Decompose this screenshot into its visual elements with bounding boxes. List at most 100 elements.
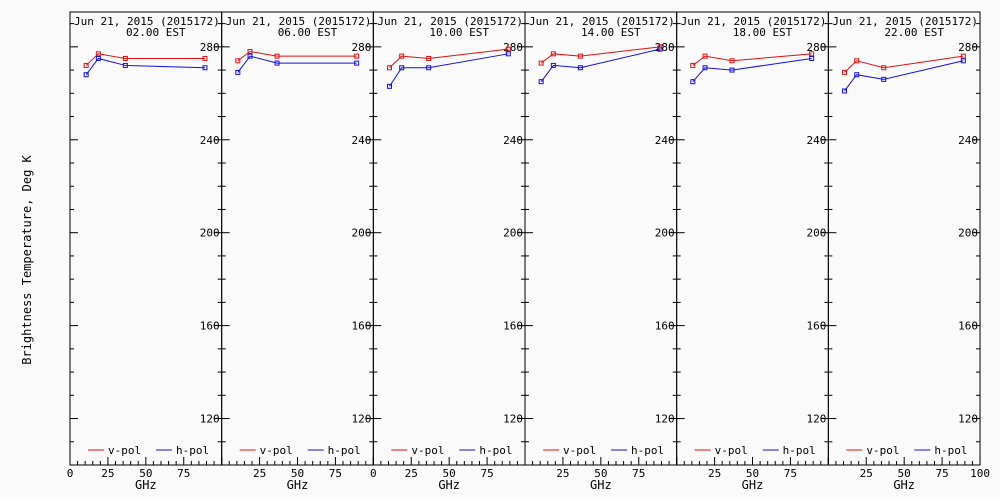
data-point [235,58,241,64]
x-tick-label: 25 [556,467,569,480]
series-line-h-pol [389,53,509,87]
panel-time-label: 18.00 EST [733,26,793,39]
data-point [122,62,128,68]
x-tick-label: 0 [67,467,74,480]
y-tick-label: 240 [200,134,220,147]
x-tick-label: 75 [329,467,342,480]
data-point [729,67,735,73]
x-tick-label: 50 [746,467,759,480]
legend-label: v-pol [866,444,899,457]
series-line-h-pol [85,57,206,76]
data-point [809,51,815,57]
data-point [274,60,280,66]
series-line-v-pol [237,50,357,62]
x-axis-label: GHz [287,478,309,492]
data-point [386,83,392,89]
data-point [247,48,253,54]
data-point [550,62,556,68]
y-tick-label: 280 [200,41,220,54]
data-point [960,58,966,64]
x-tick-label: 50 [898,467,911,480]
data-point [538,79,544,85]
panel-title: Jun 21, 2015 (2015172) [832,15,978,28]
x-axis-label: GHz [438,478,460,492]
x-tick-label: 50 [139,467,152,480]
x-tick-label: 75 [480,467,493,480]
panel-time-label: 22.00 EST [884,26,944,39]
series-line-v-pol [540,46,661,64]
data-point [657,46,663,52]
series-line-h-pol [844,60,964,92]
x-tick-label: 75 [177,467,190,480]
y-tick-label: 120 [200,413,220,426]
legend-label: h-pol [328,444,361,457]
series-line-v-pol [85,53,205,66]
panel-title: Jun 21, 2015 (2015172) [529,15,675,28]
series-line-v-pol [389,48,509,69]
panel-title: Jun 21, 2015 (2015172) [377,15,523,28]
data-point [842,69,848,75]
y-tick-label: 120 [655,413,675,426]
x-axis-label: GHz [893,478,915,492]
series-line-h-pol [540,48,661,82]
data-point [702,53,708,59]
y-tick-label: 200 [503,227,523,240]
data-point [577,53,583,59]
y-tick-label: 280 [503,41,523,54]
y-tick-label: 280 [806,41,826,54]
panel-2: Jun 21, 2015 (2015172)06.00 EST 120 160 200… [221,11,374,492]
panel-time-label: 14.00 EST [581,26,641,39]
legend-label: h-pol [479,444,512,457]
legend-label: h-pol [176,444,209,457]
x-axis-label: GHz [742,478,764,492]
data-point [550,51,556,57]
panel-time-label: 02.00 EST [126,26,186,39]
data-point [95,55,101,61]
legend-label: h-pol [631,444,664,457]
data-point [577,65,583,71]
y-tick-label: 160 [655,320,675,333]
data-point [854,72,860,78]
panel-title: Jun 21, 2015 (2015172) [226,15,372,28]
panel-title: Jun 21, 2015 (2015172) [681,15,827,28]
data-point [881,76,887,82]
data-point [729,58,735,64]
data-point [505,51,511,57]
legend-label: v-pol [108,444,141,457]
legend-label: h-pol [783,444,816,457]
legend-label: v-pol [563,444,596,457]
data-point [702,65,708,71]
data-point [274,53,280,59]
x-tick-label: 25 [101,467,114,480]
data-point [202,55,208,61]
y-tick-label: 120 [503,413,523,426]
panel-5: Jun 21, 2015 (2015172)18.00 EST 120 160 200… [676,11,829,492]
panel-time-label: 10.00 EST [429,26,489,39]
data-point [235,69,241,75]
x-axis-label: GHz [135,478,157,492]
data-point [881,65,887,71]
y-tick-label: 160 [351,320,371,333]
y-tick-label: 200 [958,227,978,240]
data-point [690,62,696,68]
x-tick-label: 25 [708,467,721,480]
y-tick-label: 120 [958,413,978,426]
legend-label: v-pol [411,444,444,457]
data-point [426,55,432,61]
y-axis-label: Brightness Temperature, Deg K [20,154,34,364]
data-point [354,60,360,66]
legend-label: v-pol [715,444,748,457]
data-point [426,65,432,71]
x-tick-label: 75 [935,467,948,480]
series-line-h-pol [237,55,357,73]
y-tick-label: 120 [806,413,826,426]
y-tick-label: 240 [958,134,978,147]
data-point [386,65,392,71]
x-tick-label: 75 [632,467,645,480]
y-tick-label: 160 [958,320,978,333]
y-tick-label: 160 [200,320,220,333]
series-line-h-pol [692,57,812,83]
legend-label: h-pol [934,444,967,457]
x-tick-label: 75 [784,467,797,480]
y-tick-label: 200 [655,227,675,240]
